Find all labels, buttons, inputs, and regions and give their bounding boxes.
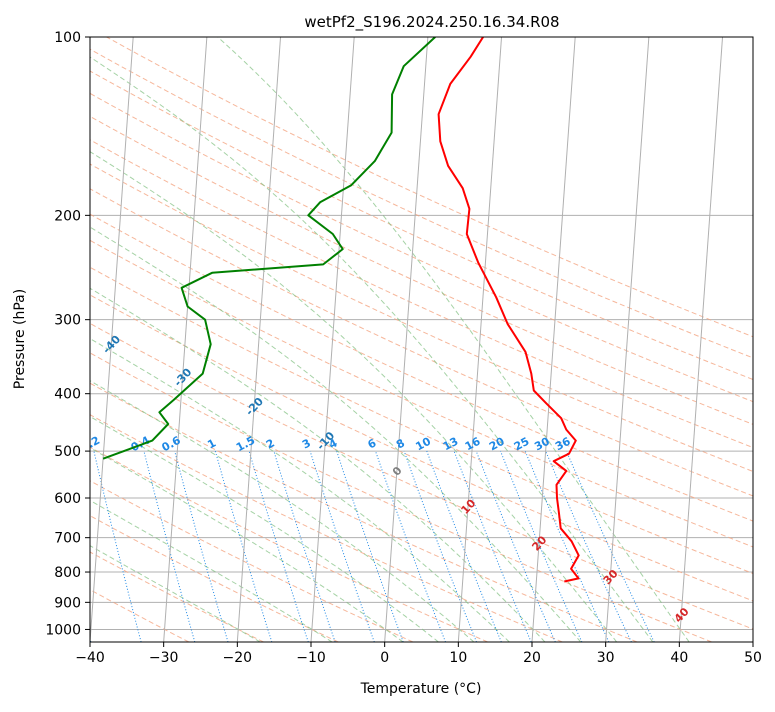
moist-adiabat <box>90 338 510 642</box>
dry-adiabat <box>90 239 753 548</box>
moist-adiabat <box>90 56 654 642</box>
moist-adiabat <box>90 447 404 642</box>
y-tick-label: 900 <box>54 595 81 611</box>
y-tick-label: 200 <box>54 208 81 224</box>
isotherm-line <box>384 37 429 642</box>
y-axis-ticks: 100 200 300 400 500 600 700 800 900 1000 <box>45 30 90 638</box>
y-tick-label: 500 <box>54 444 81 460</box>
dry-adiabat <box>90 92 753 403</box>
x-tick-label: 0 <box>380 650 389 666</box>
mixing-ratio-label: 25 <box>512 435 532 454</box>
mixing-ratio-line <box>174 450 229 642</box>
mixing-ratio-label: 13 <box>441 435 461 454</box>
mixing-ratio-line <box>248 450 309 642</box>
plot-frame <box>89 36 754 643</box>
y-tick-label: 700 <box>54 531 81 547</box>
isotherm-line <box>310 37 355 642</box>
x-axis-ticks: −40 −30 −20 −10 0 10 20 30 40 50 <box>75 642 762 666</box>
x-tick-label: 30 <box>597 650 615 666</box>
moist-adiabat <box>90 151 618 642</box>
profile-series <box>102 37 580 583</box>
skewed-isotherms <box>90 37 753 642</box>
temperature-profile-line <box>437 37 580 583</box>
mixing-ratio-lines <box>90 450 655 642</box>
dry-adiabat <box>90 115 753 425</box>
y-tick-label: 400 <box>54 387 81 403</box>
dry-adiabat <box>90 352 712 642</box>
y-tick-label: 100 <box>54 30 81 46</box>
dry-adiabat <box>90 70 753 381</box>
moist-adiabat <box>90 287 546 642</box>
y-tick-label: 300 <box>54 313 81 329</box>
isotherm-line <box>678 37 724 642</box>
mixing-ratio-line <box>545 450 632 642</box>
x-tick-label: 40 <box>670 650 688 666</box>
mixing-ratio-line <box>143 450 196 642</box>
dry-adiabat <box>106 37 753 338</box>
x-tick-label: −30 <box>149 650 179 666</box>
x-tick-label: −40 <box>75 650 105 666</box>
x-tick-label: 50 <box>744 650 762 666</box>
mixing-ratio-label: 10 <box>413 435 433 454</box>
x-tick-label: 20 <box>523 650 541 666</box>
moist-adiabat <box>217 37 690 642</box>
y-tick-label: 800 <box>54 565 81 581</box>
moist-adiabat <box>90 380 475 642</box>
y-tick-label: 1000 <box>45 622 81 638</box>
moist-adiabats <box>90 37 690 642</box>
moist-adiabat <box>90 226 582 642</box>
mixing-ratio-line <box>426 450 502 642</box>
isotherm-line <box>163 37 208 642</box>
mixing-ratio-line <box>524 450 610 642</box>
dewpoint-profile-line <box>102 37 436 460</box>
isotherm-line <box>90 37 134 642</box>
y-tick-label: 600 <box>54 491 81 507</box>
chart-title: wetPf2_S196.2024.250.16.34.R08 <box>304 13 559 32</box>
mixing-ratio-line <box>403 450 477 642</box>
pressure-gridlines <box>90 37 753 630</box>
x-tick-label: −10 <box>296 650 326 666</box>
mixing-ratio-line <box>273 450 336 642</box>
x-tick-label: 10 <box>449 650 467 666</box>
moist-adiabat <box>90 415 439 642</box>
mixing-ratio-line <box>336 450 404 642</box>
x-tick-label: −20 <box>223 650 253 666</box>
isotherm-line <box>236 37 282 642</box>
dry-adiabat <box>90 163 753 472</box>
mixing-ratio-line <box>565 450 655 642</box>
mixing-ratio-label: 16 <box>463 435 483 454</box>
x-axis-label: Temperature (°C) <box>360 681 482 697</box>
mixing-ratio-label: 30 <box>532 435 552 454</box>
dry-adiabat <box>90 322 753 630</box>
dry-adiabat <box>90 515 339 642</box>
mixing-ratio-line <box>214 450 273 642</box>
mixing-ratio-label: 20 <box>487 435 507 454</box>
dry-adiabat <box>90 266 753 575</box>
mixing-ratio-label: 36 <box>553 435 573 454</box>
mixing-ratio-line <box>453 450 532 642</box>
dry-adiabat <box>90 294 753 602</box>
dry-adiabat <box>90 48 753 359</box>
y-axis-label: Pressure (hPa) <box>12 289 28 389</box>
mixing-ratio-line <box>309 450 375 642</box>
isotherm-line <box>531 37 576 642</box>
mixing-ratio-line <box>375 450 446 642</box>
isotherm-line <box>605 37 650 642</box>
isotherm-line <box>457 37 503 642</box>
